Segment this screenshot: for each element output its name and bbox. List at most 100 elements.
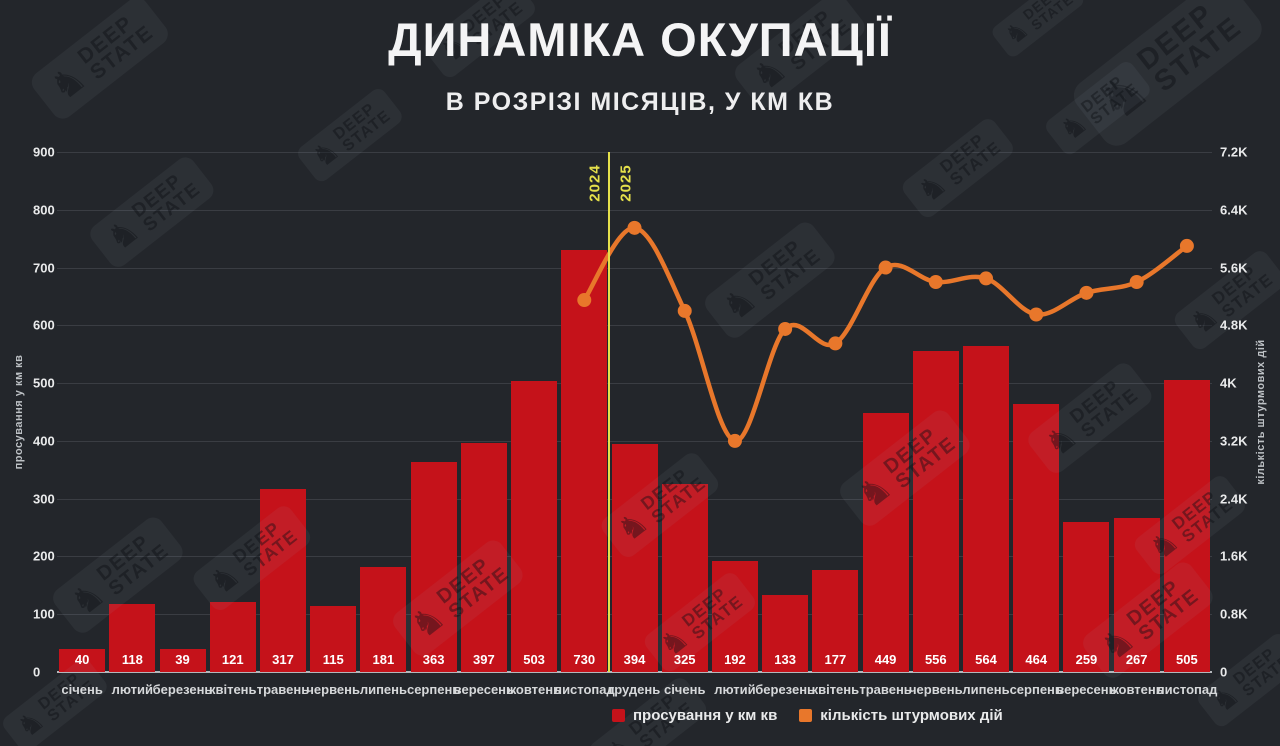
y-axis-tick-right: 7.2K xyxy=(1220,144,1248,160)
gridline xyxy=(57,209,1212,211)
bar xyxy=(661,484,708,672)
bar-value-label: 505 xyxy=(1176,652,1198,667)
bar-value-label: 181 xyxy=(372,652,395,667)
bar xyxy=(209,602,256,672)
bar xyxy=(762,595,809,672)
y-axis-tick-right: 1.6K xyxy=(1220,548,1248,564)
y-axis-tick-left: 300 xyxy=(33,491,55,507)
x-axis-month-label: січень xyxy=(61,682,103,697)
x-axis-month-label: лютий xyxy=(714,682,756,697)
bar xyxy=(812,569,859,672)
x-axis-month-label: листопад xyxy=(553,682,615,697)
year-label-left: 2024 xyxy=(586,164,604,202)
x-axis-month-label: червень xyxy=(306,682,360,697)
bar xyxy=(159,649,206,672)
bar-value-label: 397 xyxy=(472,652,495,667)
bar xyxy=(360,567,407,672)
bar-value-label: 730 xyxy=(573,652,596,667)
year-divider-line xyxy=(608,152,611,672)
year-label-right: 2025 xyxy=(617,164,635,202)
bar xyxy=(59,648,106,672)
legend: просування у км кв кількість штурмових ді… xyxy=(612,707,1003,724)
x-axis-month-label: травень xyxy=(256,682,310,697)
bar xyxy=(460,442,507,672)
x-axis-month-label: серпень xyxy=(1009,682,1063,697)
x-axis-month-label: квітень xyxy=(811,682,860,697)
y-axis-tick-right: 0.8K xyxy=(1220,606,1248,622)
bar xyxy=(259,488,306,672)
gridline xyxy=(57,152,1212,153)
x-axis-month-label: січень xyxy=(663,682,706,697)
legend-label: кількість штурмових дій xyxy=(820,707,1003,724)
bar-value-label: 363 xyxy=(422,652,445,667)
x-axis-month-label: липень xyxy=(359,682,407,697)
bar xyxy=(862,412,909,672)
y-axis-tick-left: 100 xyxy=(33,606,55,622)
x-axis-month-label: жовтень xyxy=(1109,682,1164,697)
y-axis-tick-right: 6.4K xyxy=(1220,202,1248,218)
chart-title: ДИНАМІКА ОКУПАЦІЇ xyxy=(388,13,892,66)
bar xyxy=(410,462,457,672)
x-axis-month-label: листопад xyxy=(1156,682,1218,697)
y-axis-tick-left: 700 xyxy=(33,260,55,276)
bar-value-label: 394 xyxy=(623,652,646,667)
bar-value-label: 464 xyxy=(1025,652,1048,667)
bar xyxy=(711,561,758,672)
x-axis-month-label: жовтень xyxy=(507,682,562,697)
y-axis-tick-left: 800 xyxy=(33,202,55,218)
bar-value-label: 267 xyxy=(1125,652,1148,667)
bar-value-label: 118 xyxy=(121,652,143,667)
bar-value-label: 39 xyxy=(175,652,190,667)
bar-value-label: 115 xyxy=(322,652,344,667)
bar-value-label: 192 xyxy=(724,652,746,667)
y-axis-tick-right: 0 xyxy=(1220,664,1228,680)
x-axis-month-label: вересень xyxy=(453,682,515,697)
x-axis-month-label: грудень xyxy=(608,682,661,697)
y-axis-tick-left: 200 xyxy=(33,548,55,564)
y-axis-tick-left: 400 xyxy=(33,433,55,449)
bar-value-label: 40 xyxy=(74,652,90,667)
bar-value-label: 259 xyxy=(1075,652,1098,667)
bar xyxy=(511,381,558,672)
y-axis-tick-left: 0 xyxy=(33,664,41,680)
legend-swatch xyxy=(612,709,625,722)
chart-subtitle: В РОЗРІЗІ МІСЯЦІВ, У КМ КВ xyxy=(445,88,835,116)
bar-value-label: 121 xyxy=(221,652,244,667)
y-axis-tick-right: 4.8K xyxy=(1220,317,1248,333)
x-axis-month-label: березень xyxy=(755,682,816,697)
bar-value-label: 503 xyxy=(523,652,545,667)
x-axis-month-label: лютий xyxy=(111,682,154,697)
x-axis-month-label: березень xyxy=(152,682,213,697)
bar-value-label: 133 xyxy=(774,652,796,667)
bar-value-label: 564 xyxy=(975,652,997,667)
y-axis-tick-left: 600 xyxy=(33,317,55,333)
legend-item: кількість штурмових дій xyxy=(799,707,1003,724)
bar xyxy=(1063,522,1110,672)
y-axis-tick-left: 500 xyxy=(33,375,55,391)
x-axis-line xyxy=(57,671,1212,673)
legend-label: просування у км кв xyxy=(633,707,778,724)
y-axis-tick-right: 5.6K xyxy=(1220,260,1248,276)
bar-value-label: 556 xyxy=(924,652,947,667)
x-axis-month-label: травень xyxy=(859,682,912,697)
x-axis-month-label: липень xyxy=(962,682,1010,697)
x-axis-month-label: серпень xyxy=(406,682,461,697)
legend-swatch xyxy=(799,709,813,722)
y-axis-tick-left: 900 xyxy=(33,144,55,160)
x-axis-month-label: червень xyxy=(908,682,963,697)
bar xyxy=(109,603,156,672)
bar xyxy=(1113,517,1160,672)
bar-value-label: 449 xyxy=(874,652,897,667)
bar-value-label: 325 xyxy=(673,652,696,667)
y-axis-tick-right: 2.4K xyxy=(1220,491,1248,507)
legend-item: просування у км кв xyxy=(612,707,777,724)
x-axis-month-label: вересень xyxy=(1056,682,1117,697)
y-axis-tick-right: 3.2K xyxy=(1220,433,1248,449)
x-axis-month-label: квітень xyxy=(208,682,257,697)
bar-value-label: 317 xyxy=(272,652,294,667)
bar xyxy=(310,605,357,672)
bar xyxy=(611,444,658,672)
